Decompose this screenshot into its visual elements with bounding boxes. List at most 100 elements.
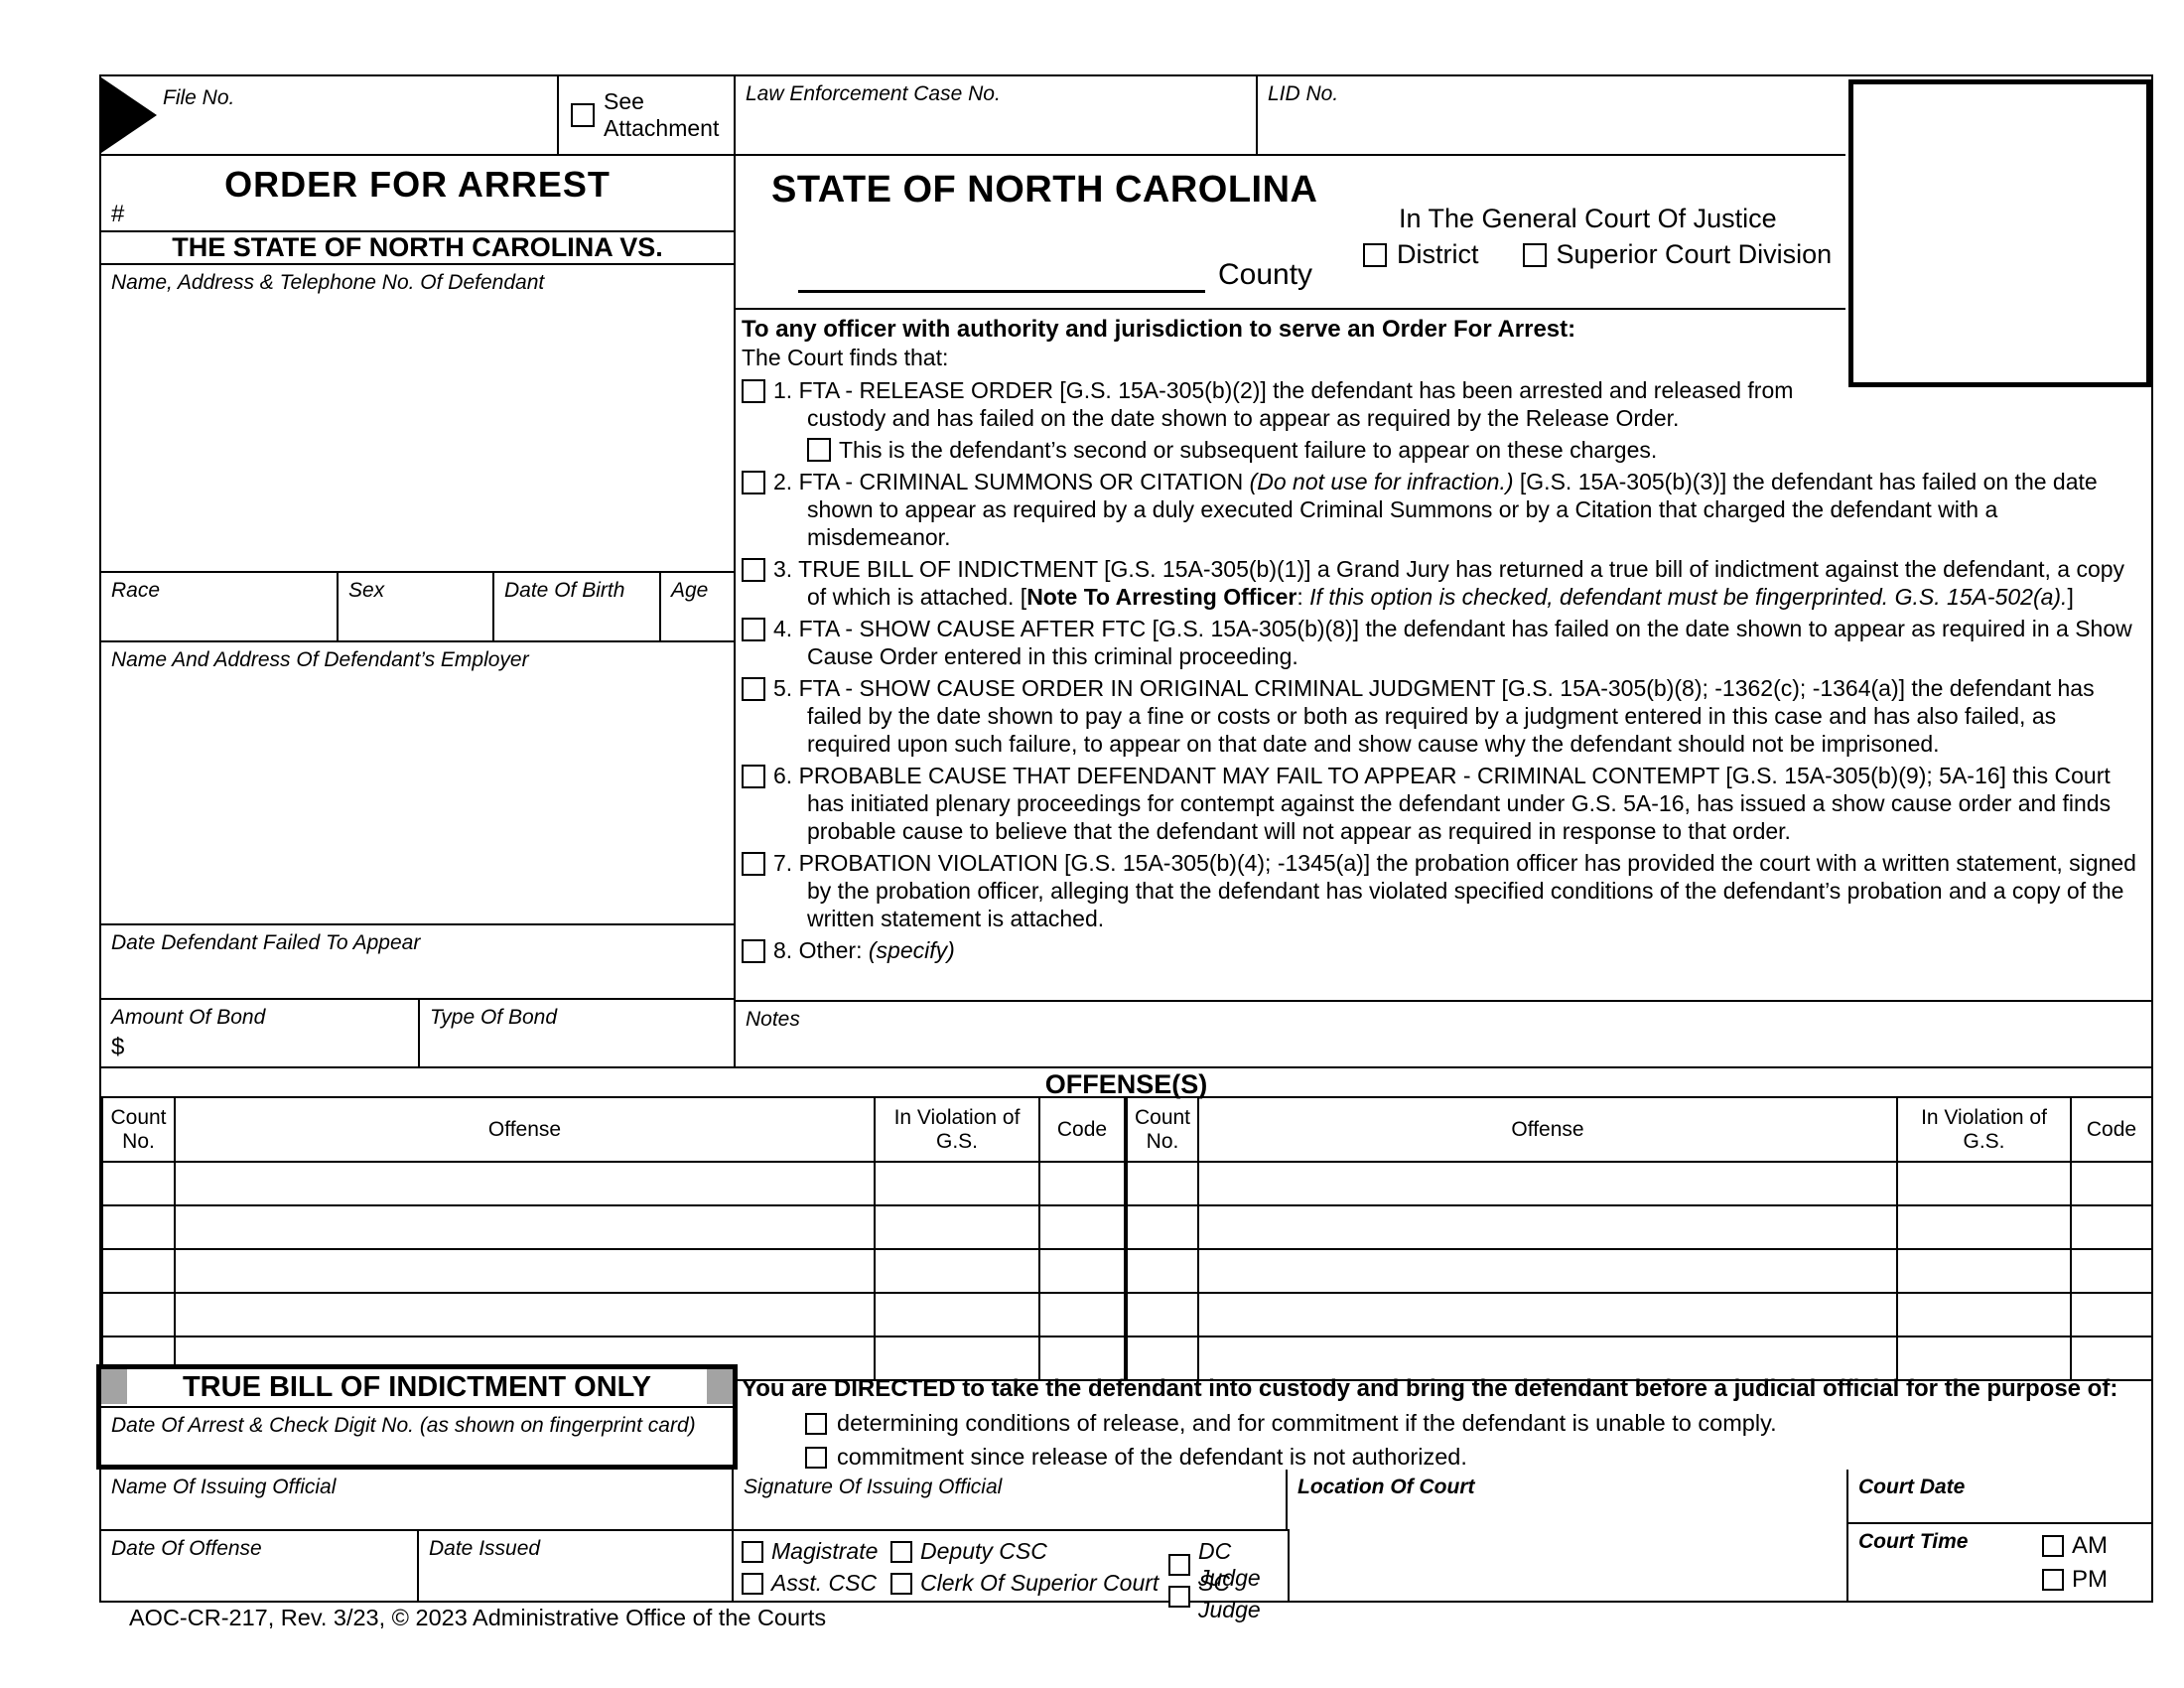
amount-of-bond-field[interactable]: Amount Of Bond $ xyxy=(101,1000,420,1066)
see-attachment-checkbox[interactable] xyxy=(571,103,595,127)
issuing-official-name-label: Name Of Issuing Official xyxy=(111,1476,337,1498)
failed-to-appear-date-field[interactable]: Date Defendant Failed To Appear xyxy=(101,925,734,1000)
notes-field[interactable]: Notes xyxy=(736,1000,2151,1066)
offense-cell[interactable] xyxy=(101,1292,176,1337)
offense-cell[interactable] xyxy=(874,1248,1040,1294)
offense-cell[interactable] xyxy=(101,1161,176,1206)
location-of-court-label: Location Of Court xyxy=(1297,1476,1475,1498)
finding-1-checkbox[interactable] xyxy=(742,379,765,403)
offense-cell[interactable] xyxy=(1197,1204,1898,1250)
county-input-line[interactable] xyxy=(798,258,1205,293)
court-time-field[interactable]: Court Time AM PM xyxy=(1848,1524,2151,1601)
offense-cell[interactable] xyxy=(1896,1204,2072,1250)
offense-cell[interactable] xyxy=(174,1204,876,1250)
offense-cell[interactable] xyxy=(1197,1336,1898,1381)
date-of-birth-field[interactable]: Date Of Birth xyxy=(492,573,659,640)
true-bill-box: TRUE BILL OF INDICTMENT ONLY Date Of Arr… xyxy=(96,1364,738,1470)
court-finds-label: The Court finds that: xyxy=(742,345,949,370)
offense-cell[interactable] xyxy=(874,1204,1040,1250)
date-issued-field[interactable]: Date Issued xyxy=(419,1529,734,1601)
offense-cell[interactable] xyxy=(874,1336,1040,1381)
offense-cell[interactable] xyxy=(2070,1292,2153,1337)
offense-cell[interactable] xyxy=(2070,1336,2153,1381)
offense-cell[interactable] xyxy=(1896,1292,2072,1337)
court-date-field[interactable]: Court Date xyxy=(1848,1470,2151,1524)
issuing-official-signature-label: Signature Of Issuing Official xyxy=(744,1476,1003,1498)
offense-cell[interactable] xyxy=(1197,1161,1898,1206)
finding-2-checkbox[interactable] xyxy=(742,471,765,494)
offense-cell[interactable] xyxy=(1038,1248,1127,1294)
offense-cell[interactable] xyxy=(1124,1336,1199,1381)
offense-cell[interactable] xyxy=(1896,1248,2072,1294)
law-enforcement-case-no-field[interactable]: Law Enforcement Case No. xyxy=(734,76,1256,156)
lid-no-field[interactable]: LID No. xyxy=(1256,76,1845,156)
offense-cell[interactable] xyxy=(1124,1292,1199,1337)
finding-3-checkbox[interactable] xyxy=(742,558,765,582)
date-of-offense-label: Date Of Offense xyxy=(111,1537,262,1560)
offense-cell[interactable] xyxy=(2070,1204,2153,1250)
issuing-official-signature-field[interactable]: Signature Of Issuing Official xyxy=(734,1470,1288,1529)
offense-cell[interactable] xyxy=(1038,1336,1127,1381)
finding-6-checkbox[interactable] xyxy=(742,765,765,788)
offense-cell[interactable] xyxy=(2070,1161,2153,1206)
am-checkbox[interactable] xyxy=(2042,1535,2064,1557)
offense-cell[interactable] xyxy=(101,1204,176,1250)
offense-cell[interactable] xyxy=(1038,1204,1127,1250)
dc-judge-checkbox[interactable] xyxy=(1168,1554,1190,1576)
offense-cell[interactable] xyxy=(1896,1336,2072,1381)
employer-field[interactable]: Name And Address Of Defendant’s Employer xyxy=(101,642,734,925)
offense-cell[interactable] xyxy=(174,1248,876,1294)
offense-cell[interactable] xyxy=(874,1161,1040,1206)
offense-cell[interactable] xyxy=(174,1161,876,1206)
sex-field[interactable]: Sex xyxy=(337,573,492,640)
offense-cell[interactable] xyxy=(1124,1204,1199,1250)
age-field[interactable]: Age xyxy=(659,573,734,640)
see-attachment-label: See Attachment xyxy=(604,88,720,141)
finding-7-checkbox[interactable] xyxy=(742,852,765,876)
offense-cell[interactable] xyxy=(1197,1292,1898,1337)
arrest-date-label: Date Of Arrest & Check Digit No. (as sho… xyxy=(111,1414,696,1437)
file-no-cell[interactable]: File No. See Attachment xyxy=(101,76,734,156)
finding-4-checkbox[interactable] xyxy=(742,618,765,641)
form-id-footer: AOC-CR-217, Rev. 3/23, © 2023 Administra… xyxy=(129,1605,827,1630)
offense-cell[interactable] xyxy=(174,1292,876,1337)
arrest-date-field[interactable]: Date Of Arrest & Check Digit No. (as sho… xyxy=(101,1408,733,1438)
deputy-csc-checkbox[interactable] xyxy=(890,1540,912,1563)
offense-row xyxy=(101,1204,2153,1250)
location-of-court-field[interactable]: Location Of Court xyxy=(1288,1470,1848,1601)
true-bill-title: TRUE BILL OF INDICTMENT ONLY xyxy=(182,1371,652,1403)
asst-csc-checkbox[interactable] xyxy=(742,1572,763,1595)
offense-cell[interactable] xyxy=(1124,1161,1199,1206)
commitment-checkbox[interactable] xyxy=(805,1446,827,1469)
date-of-offense-field[interactable]: Date Of Offense xyxy=(101,1529,419,1601)
offense-cell[interactable] xyxy=(101,1248,176,1294)
offense-cell[interactable] xyxy=(874,1292,1040,1337)
finding-1-subsequent-checkbox[interactable] xyxy=(807,438,831,462)
offense-cell[interactable] xyxy=(1038,1161,1127,1206)
offenses-title: OFFENSE(S) xyxy=(101,1066,2151,1099)
finding-8-checkbox[interactable] xyxy=(742,939,765,963)
clerk-superior-court-checkbox[interactable] xyxy=(890,1572,912,1595)
race-label: Race xyxy=(111,579,161,602)
sc-judge-checkbox[interactable] xyxy=(1168,1586,1190,1608)
defendant-info-field[interactable]: Name, Address & Telephone No. Of Defenda… xyxy=(101,265,734,573)
offense-cell[interactable] xyxy=(1896,1161,2072,1206)
officer-heading: To any officer with authority and jurisd… xyxy=(742,316,1576,343)
sc-judge-label: SC Judge xyxy=(1198,1570,1261,1622)
offense-cell[interactable] xyxy=(1197,1248,1898,1294)
pm-checkbox[interactable] xyxy=(2042,1569,2064,1591)
determine-release-checkbox[interactable] xyxy=(805,1412,827,1435)
superior-checkbox[interactable] xyxy=(1522,242,1547,267)
directed-option-1: determining conditions of release, and f… xyxy=(805,1410,2143,1437)
offense-cell[interactable] xyxy=(2070,1248,2153,1294)
finding-5-checkbox[interactable] xyxy=(742,677,765,701)
race-field[interactable]: Race xyxy=(101,573,337,640)
type-of-bond-field[interactable]: Type Of Bond xyxy=(420,1000,734,1066)
offense-cell[interactable] xyxy=(1038,1292,1127,1337)
offense-cell[interactable] xyxy=(1124,1248,1199,1294)
magistrate-checkbox[interactable] xyxy=(742,1540,763,1563)
district-checkbox[interactable] xyxy=(1363,242,1387,267)
finding-7-text: 7. PROBATION VIOLATION [G.S. 15A-305(b)(… xyxy=(773,850,2136,931)
issuing-official-name-field[interactable]: Name Of Issuing Official xyxy=(101,1470,734,1529)
